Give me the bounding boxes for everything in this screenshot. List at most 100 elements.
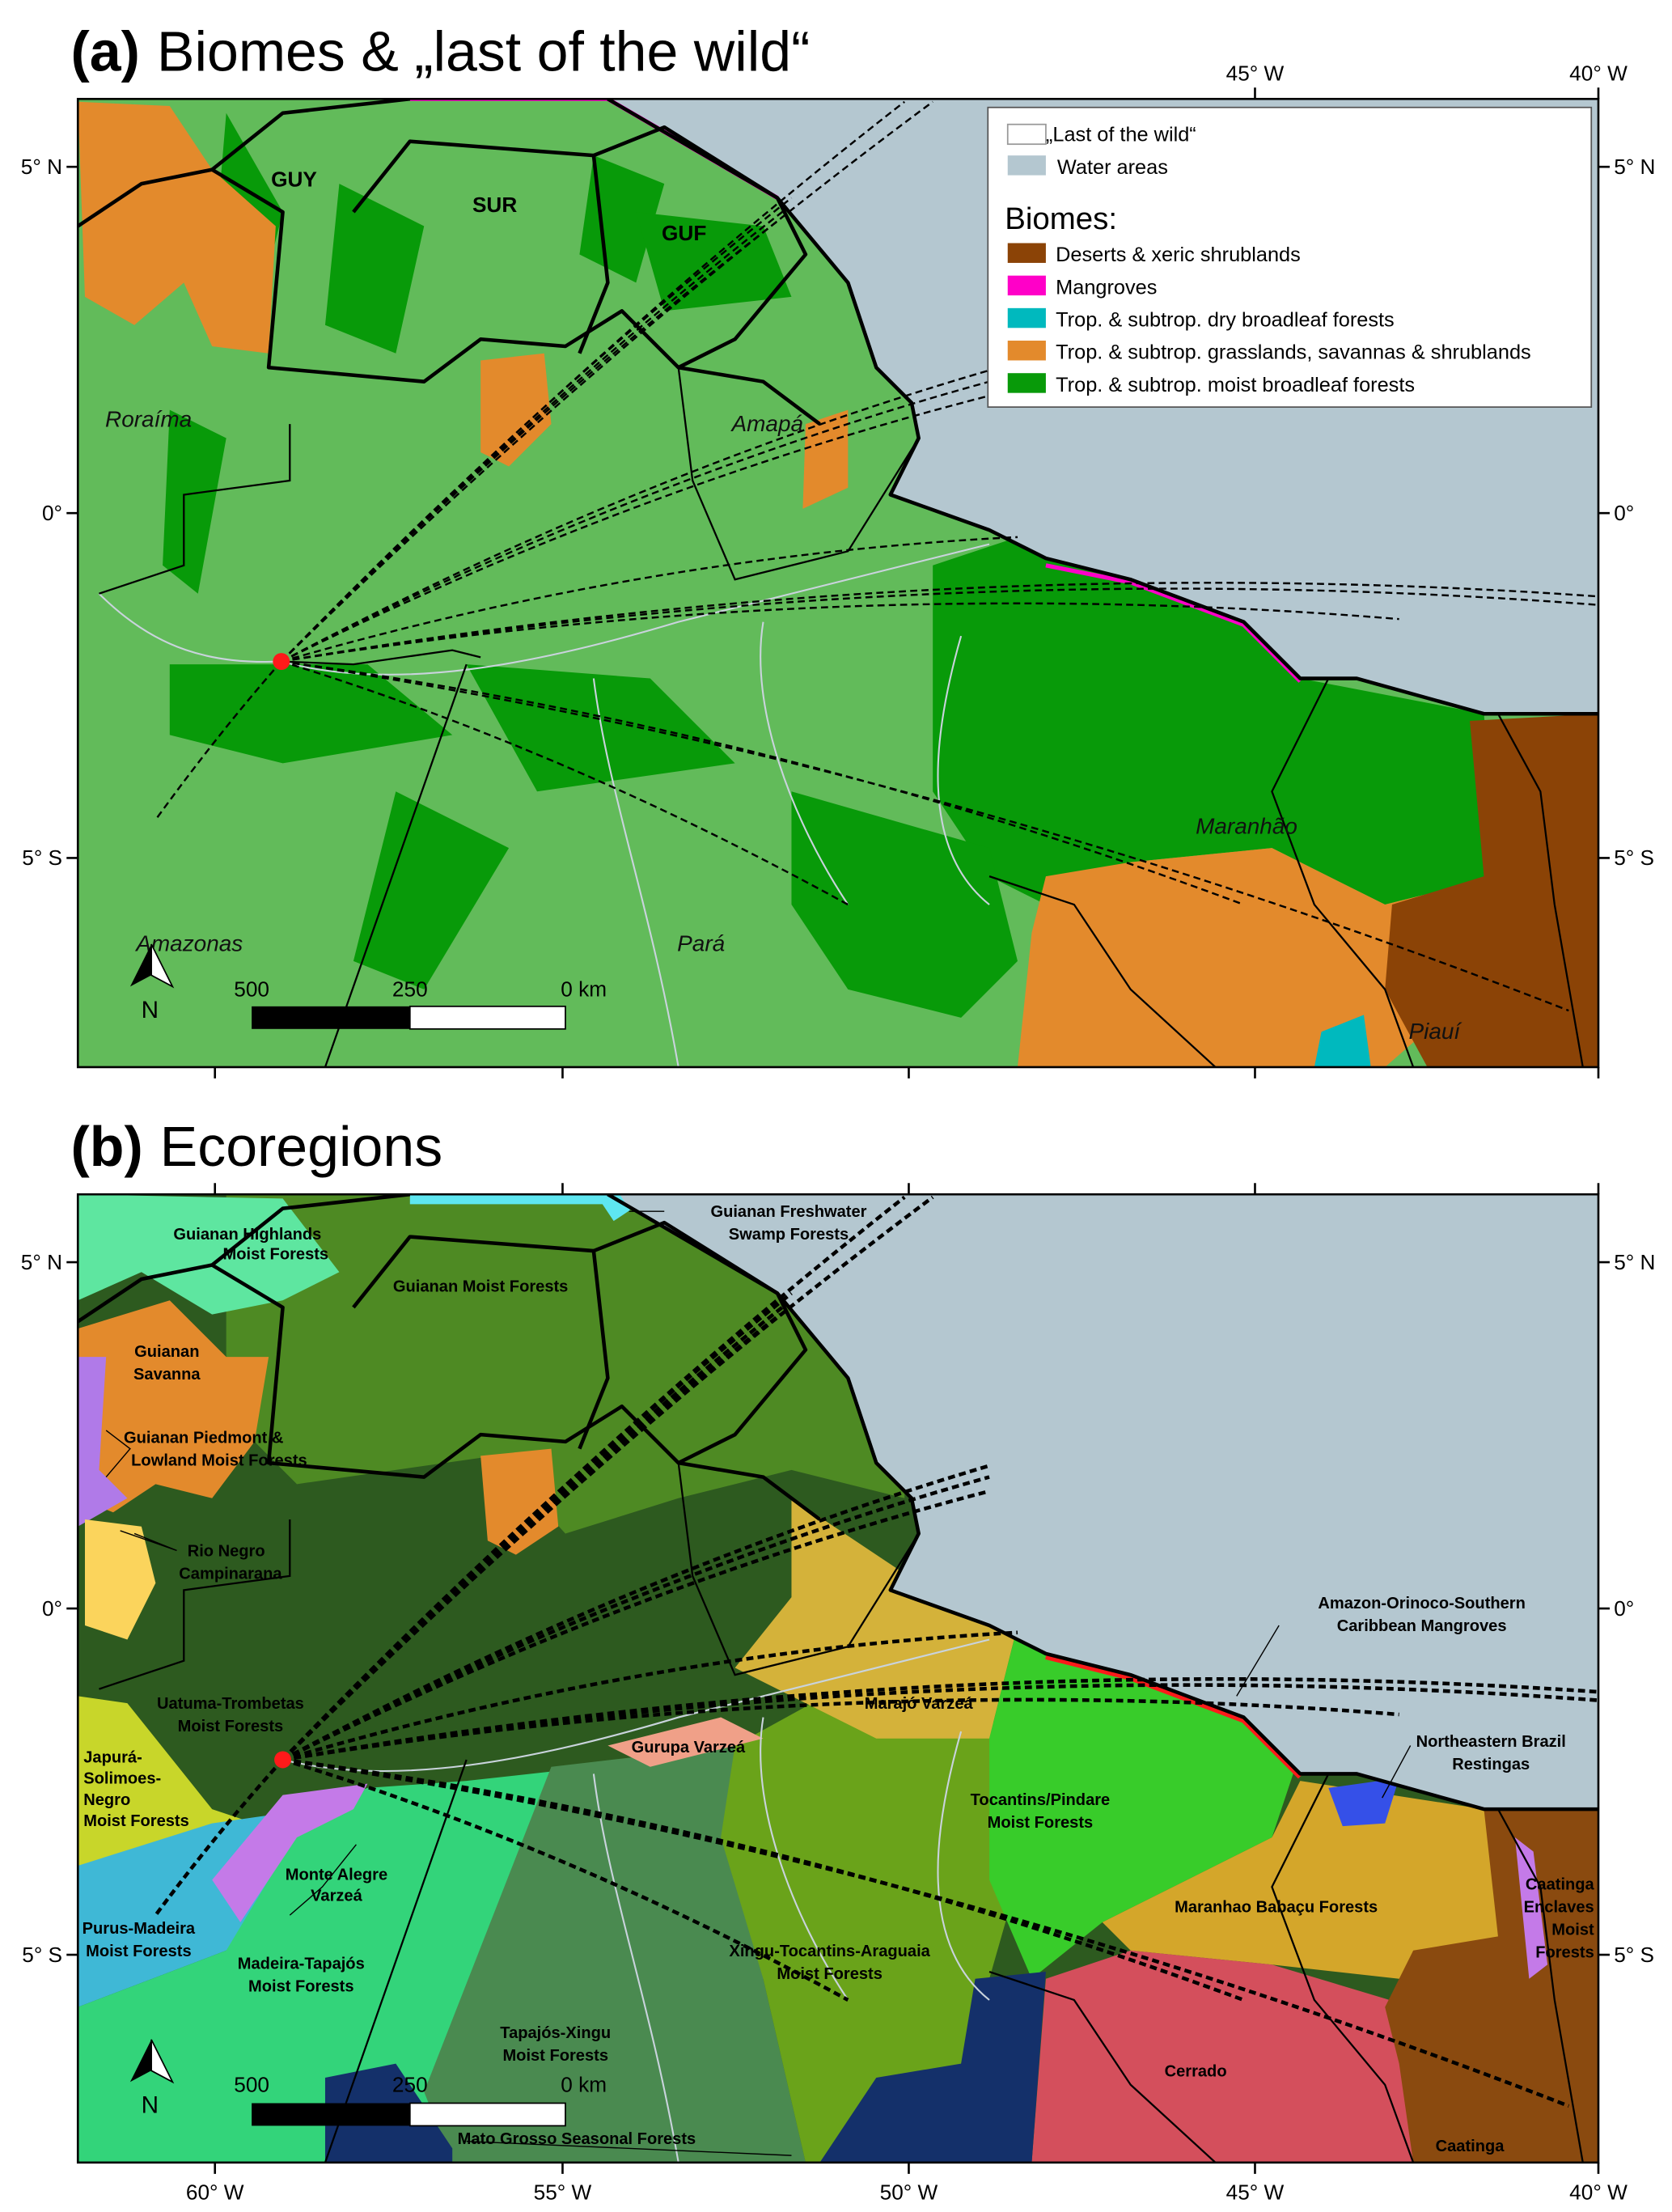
ecoregion-mato-grosso (819, 1972, 1046, 2163)
lon-label-top-45w: 45° W (1226, 61, 1285, 86)
dispersal-lines-b (154, 1195, 1598, 2108)
lat-label-a-right-5n: 5° N (1614, 155, 1655, 179)
dispersal-line (281, 394, 990, 663)
legend-swatch-water (1007, 155, 1046, 176)
panel-b-letter: (b) (71, 1115, 143, 1178)
dispersal-line (281, 582, 1598, 663)
ecoregion-xingu-tocantins (721, 1667, 1018, 2163)
scale-label-0: 0 km (561, 977, 607, 1002)
label-guianan-piedmont: Guianan Piedmont & Lowland Moist Forests (124, 1430, 307, 1470)
mangrove-coast-east (1045, 563, 1302, 683)
lon-label-55w: 55° W (534, 2180, 592, 2204)
legend-heading-biomes: Biomes: (1005, 201, 1117, 236)
scale-label-500: 500 (234, 977, 269, 1002)
dispersal-line (282, 1683, 1598, 1762)
legend-label-last-of-the-wild: „Last of the wild“ (1046, 124, 1196, 146)
dispersal-line (281, 660, 849, 906)
dispersal-line (280, 100, 933, 663)
legend-label: Trop. & subtrop. moist broadleaf forests (1056, 374, 1415, 396)
state-label-roraima: Roraíma (105, 407, 192, 432)
label-guianan-moist: Guianan Moist Forests (393, 1278, 568, 1296)
study-site-marker-b (274, 1751, 292, 1769)
ecoregion-monte-alegre (212, 1783, 368, 1922)
legend-label: Trop. & subtrop. grasslands, savannas & … (1056, 341, 1531, 364)
lon-label-top-40w: 40° W (1569, 61, 1628, 86)
label-gurupa: Gurupa Varzeá (632, 1739, 746, 1756)
label-babacu: Maranhao Babaçu Forests (1175, 1899, 1378, 1917)
dispersal-line (281, 1475, 990, 1761)
lat-label-b-0: 0° (42, 1596, 62, 1621)
ecoregion-japura (78, 1696, 255, 1866)
label-guianan-savanna: Guianan Savanna (133, 1343, 201, 1384)
ecoregion-gurupa (607, 1717, 764, 1767)
label-tocantins-pindare: Tocantins/Pindare Moist Forests (971, 1791, 1111, 1832)
dispersal-line (281, 602, 1399, 663)
moist-forest-areas (163, 112, 1498, 1018)
coastline-b (607, 1194, 1598, 1812)
ecoregion-restingas (1328, 1778, 1399, 1827)
label-purus-madeira: Purus-Madeira Moist Forests (83, 1920, 196, 1960)
label-cerrado: Cerrado (1165, 2062, 1227, 2080)
state-label-amapa: Amapá (730, 411, 804, 436)
state-borders (99, 367, 1584, 1067)
ocean-b (607, 1194, 1598, 1810)
ecoregion-guianan-savanna (78, 1300, 269, 1513)
state-label-para: Pará (677, 931, 725, 956)
north-label-b: N (142, 2092, 159, 2119)
rivers-b (282, 1638, 990, 2163)
ecoregion-caatinga (1385, 1809, 1598, 2163)
lon-label-45w: 45° W (1226, 2180, 1285, 2204)
scale-bar-a: 500 250 0 km (234, 977, 607, 1030)
ecoregion-guianan-highlands (78, 1194, 340, 1315)
dispersal-line (281, 1489, 990, 1762)
country-label-guf: GUF (662, 221, 706, 245)
label-japura: Japurá-Solimoes-Negro Moist Forests (83, 1748, 189, 1830)
legend-swatch (1007, 243, 1046, 263)
panel-a-title: (a) Biomes & „last of the wild“ (71, 19, 811, 83)
state-label-piaui: Piauí (1408, 1019, 1462, 1044)
map-panel-b: Guianan Highlands Moist Forests Guianan F… (78, 1194, 1598, 2163)
label-caatinga: Caatinga (1436, 2138, 1505, 2155)
dry-broadleaf-areas (1314, 1015, 1371, 1067)
label-xingu-tocantins: Xingu-Tocantins-Araguaia Moist Forests (729, 1943, 930, 1983)
state-label-maranhao: Maranhão (1196, 814, 1297, 839)
dispersal-line (281, 369, 990, 663)
label-monte-alegre: Monte Alegre Varzeá (286, 1866, 387, 1905)
label-uatuma-trombetas: Uatuma-Trombetas Moist Forests (157, 1695, 304, 1735)
ecoregion-guianan-moist (226, 1194, 905, 1534)
label-caatinga-enclaves: Caatinga Enclaves Moist Forests (1524, 1876, 1595, 1962)
lat-label-a-right-0: 0° (1614, 501, 1634, 525)
scale-label-500-b: 500 (234, 2073, 269, 2097)
legend-swatch (1007, 373, 1046, 393)
study-site-marker (273, 653, 290, 671)
country-borders-b (78, 1194, 821, 1521)
label-rio-negro: Rio Negro Campinarana (179, 1542, 282, 1583)
ecoregion-rio-negro (84, 1519, 156, 1640)
leader-lines (105, 1210, 1412, 2156)
label-marajo: Marajó Varzeá (865, 1695, 974, 1713)
dispersal-line (155, 660, 282, 820)
label-tapajos-xingu: Tapajós-Xingu Moist Forests (500, 2024, 611, 2065)
lon-label-40w: 40° W (1569, 2180, 1628, 2204)
legend-swatch (1007, 341, 1046, 361)
ecoregion-tapajos-xingu (424, 1745, 806, 2163)
north-arrow-b: N (129, 2039, 175, 2119)
rivers (98, 543, 990, 1067)
dispersal-line (154, 1758, 285, 1917)
freshwater-swamp (409, 1194, 631, 1222)
country-label-guy: GUY (271, 167, 317, 192)
ecoregion-guianan-piedmont (78, 1357, 128, 1527)
ecoregion-babacu (1102, 1781, 1513, 1979)
lat-label-b-5s: 5° S (22, 1943, 62, 1967)
frame-a (76, 97, 1600, 1069)
lat-label-b-right-5s: 5° S (1614, 1943, 1654, 1967)
lat-label-a-right-5s: 5° S (1614, 845, 1654, 870)
panel-b-title: (b) Ecoregions (71, 1115, 443, 1178)
scale-label-0-b: 0 km (561, 2073, 607, 2097)
lat-label-b-5n: 5° N (21, 1250, 62, 1274)
lat-label-b-right-5n: 5° N (1614, 1250, 1655, 1274)
label-mato-grosso: Mato Grosso Seasonal Forests (458, 2130, 696, 2148)
label-guianan-freshwater: Guianan Freshwater Swamp Forests (710, 1203, 866, 1244)
legend-swatch (1007, 307, 1046, 328)
